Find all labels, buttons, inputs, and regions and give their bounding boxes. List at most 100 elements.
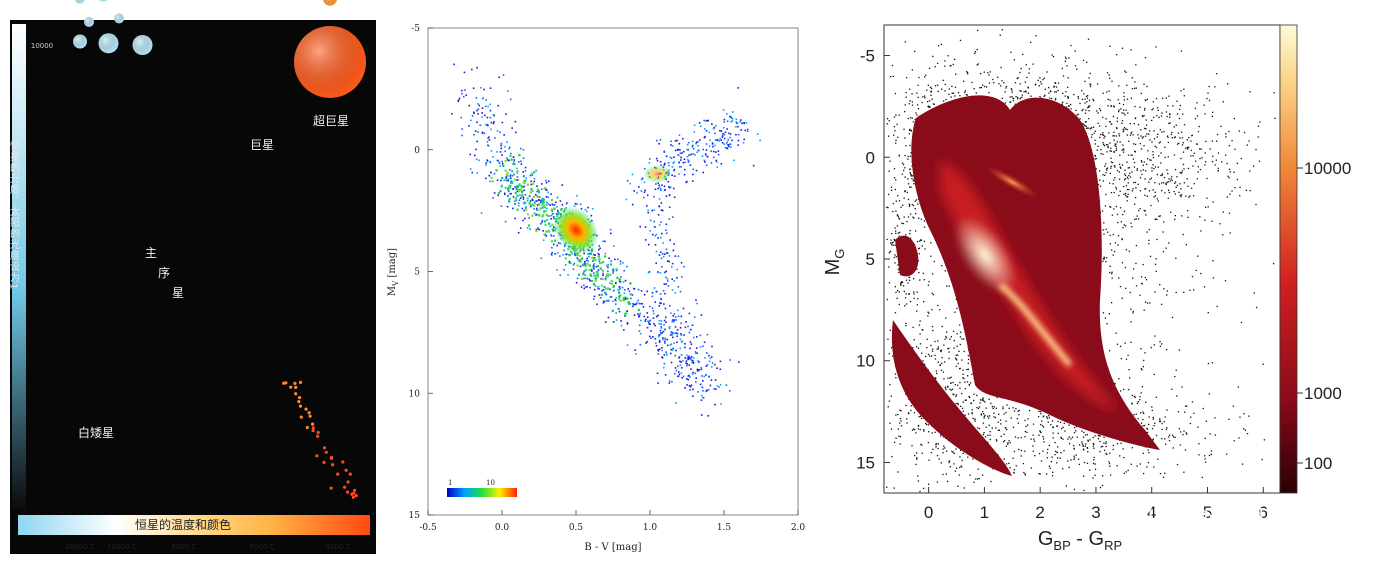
gaia-point (983, 432, 985, 434)
gaia-point (1158, 155, 1160, 157)
hr-star-tail (297, 395, 302, 400)
bv-point (678, 148, 680, 151)
bv-point (649, 323, 652, 326)
gaia-point (1155, 270, 1157, 273)
bv-point (563, 249, 565, 252)
gaia-point (1152, 439, 1154, 441)
gaia-point (991, 427, 993, 429)
gaia-point (1240, 321, 1243, 324)
bv-point (593, 262, 596, 265)
gaia-point (1126, 188, 1129, 191)
gaia-point (895, 139, 897, 142)
bv-point (685, 181, 687, 184)
gaia-point (1118, 109, 1120, 111)
bv-dense-point (531, 189, 534, 193)
bv-point (673, 313, 676, 315)
gaia-point (1112, 448, 1114, 451)
bv-point (475, 148, 477, 151)
gaia-point (1027, 418, 1029, 420)
bv-point (600, 284, 603, 287)
gaia-point (936, 372, 938, 375)
gaia-point (1214, 434, 1217, 436)
gaia-point (1004, 427, 1006, 429)
gaia-point (1134, 81, 1136, 83)
gaia-point (921, 352, 923, 354)
bv-point (694, 372, 697, 375)
bv-point (695, 336, 698, 338)
gaia-point (1142, 115, 1144, 118)
gaia-point (1011, 96, 1013, 98)
gaia-point (1018, 414, 1020, 416)
bv-point (579, 265, 582, 268)
bv-point (668, 255, 671, 257)
bv-dense-point (500, 184, 503, 187)
hr-star-tail (293, 381, 297, 385)
gaia-point (1136, 168, 1138, 170)
gaia-point (1048, 415, 1050, 417)
bv-point (489, 161, 492, 164)
gaia-point (1033, 440, 1036, 442)
gaia-point (948, 351, 950, 353)
bv-point (507, 190, 510, 193)
bv-point (644, 320, 647, 323)
bv-point (674, 326, 677, 328)
gaia-point (993, 81, 995, 84)
gaia-point (1216, 133, 1219, 136)
bv-point (680, 333, 682, 335)
gaia-point (1147, 150, 1149, 152)
gaia-point (920, 239, 922, 241)
gaia-point (920, 417, 923, 420)
gaia-point (1034, 455, 1036, 457)
gaia-point (1229, 193, 1231, 195)
gaia-point (1120, 442, 1122, 444)
gaia-point (921, 245, 923, 247)
bv-point (648, 162, 651, 164)
gaia-point (984, 401, 986, 403)
gaia-point (1089, 83, 1091, 85)
bv-point (547, 203, 550, 205)
gaia-point (1135, 413, 1137, 415)
bv-point (598, 245, 600, 247)
gaia-point (1102, 143, 1105, 146)
bv-dense-point (629, 282, 632, 285)
gaia-point (961, 392, 963, 395)
hr-star-tail (298, 380, 303, 384)
bv-point (664, 307, 667, 310)
gaia-point (995, 439, 998, 441)
bv-point (684, 356, 686, 359)
bv-point (473, 111, 475, 114)
gaia-point (891, 232, 893, 235)
gaia-point (1182, 163, 1185, 166)
gaia-point (897, 428, 900, 430)
bv-point (655, 183, 657, 185)
bv-point (692, 361, 695, 364)
bv-point (691, 180, 694, 182)
gaia-point (1182, 433, 1184, 436)
bv-point (641, 177, 644, 180)
bv-point (679, 290, 682, 293)
bv-point (668, 186, 670, 188)
gaia-point (1183, 291, 1185, 293)
gaia-point (1039, 430, 1041, 432)
bv-point (656, 139, 658, 142)
bv-point (556, 209, 559, 212)
gaia-point (1108, 77, 1111, 79)
bv-point (677, 255, 680, 258)
gaia-point (1165, 182, 1167, 185)
gaia-point (965, 399, 967, 401)
gaia-point (1144, 210, 1146, 212)
bv-dense-point (583, 270, 586, 273)
bv-point (510, 182, 512, 184)
gaia-point (1103, 137, 1105, 139)
gaia-point (1067, 438, 1069, 440)
bv-point (540, 199, 542, 202)
gaia-point (1056, 425, 1059, 427)
gaia-point (891, 242, 893, 244)
bv-point (541, 219, 544, 222)
gaia-point (1127, 469, 1129, 472)
bv-point (671, 145, 674, 147)
bv-point (592, 272, 595, 274)
bv-dense-point (590, 279, 594, 283)
gaia-point (1153, 138, 1156, 140)
bv-point (484, 114, 486, 117)
